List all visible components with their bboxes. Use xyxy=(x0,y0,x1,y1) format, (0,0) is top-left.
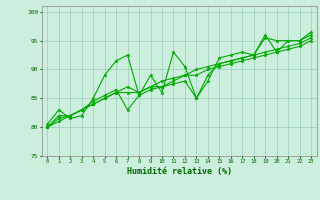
X-axis label: Humidité relative (%): Humidité relative (%) xyxy=(127,167,232,176)
